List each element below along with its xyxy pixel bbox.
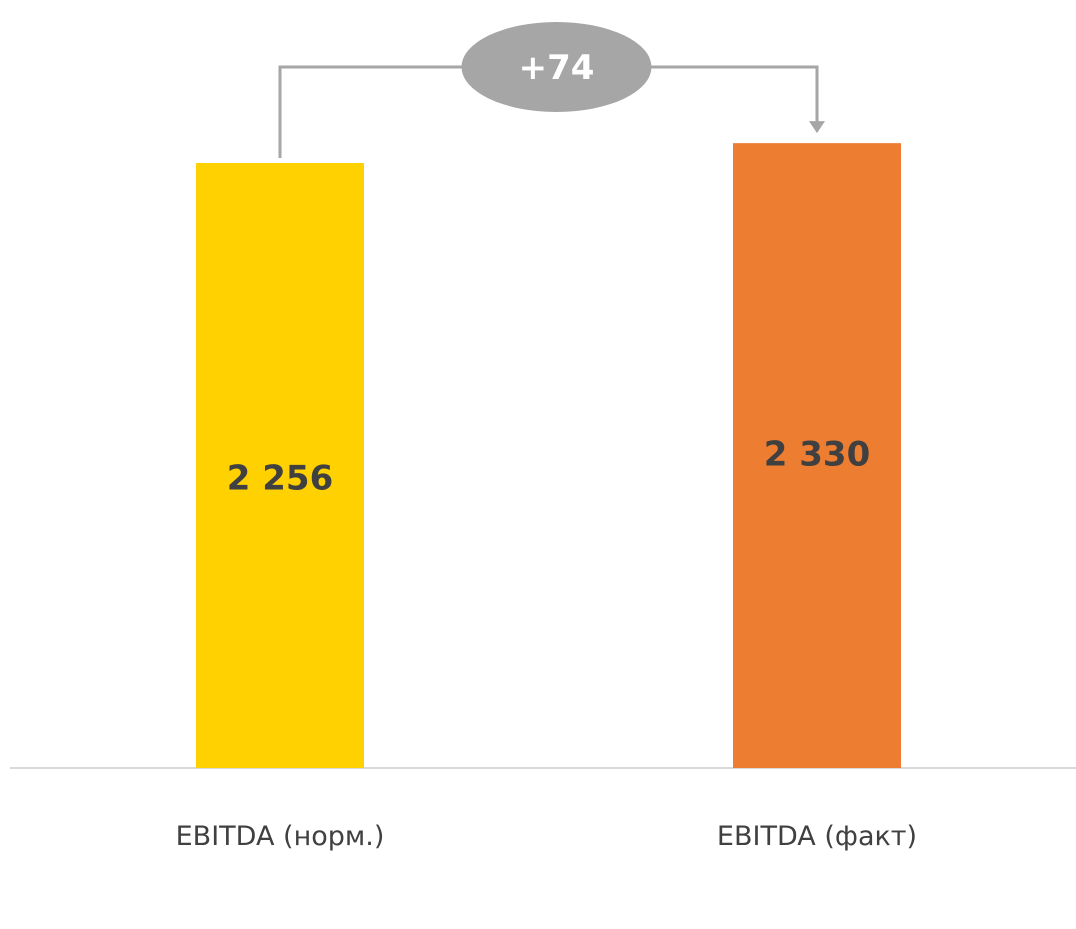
delta-bubble xyxy=(461,22,652,112)
delta-arrowhead xyxy=(809,121,825,134)
bar-2 xyxy=(733,143,901,768)
bar-1 xyxy=(196,163,364,768)
category-label-2: EBITDA (факт) xyxy=(717,821,917,852)
delta-label: +74 xyxy=(519,48,595,88)
category-label-1: EBITDA (норм.) xyxy=(176,821,385,852)
bars-group: 2 256 EBITDA (норм.) 2 330 EBITDA (факт) xyxy=(176,143,917,852)
bar-value-label-2: 2 330 xyxy=(764,435,870,475)
bar-value-label-1: 2 256 xyxy=(227,459,333,499)
delta-connector: +74 xyxy=(278,22,825,158)
